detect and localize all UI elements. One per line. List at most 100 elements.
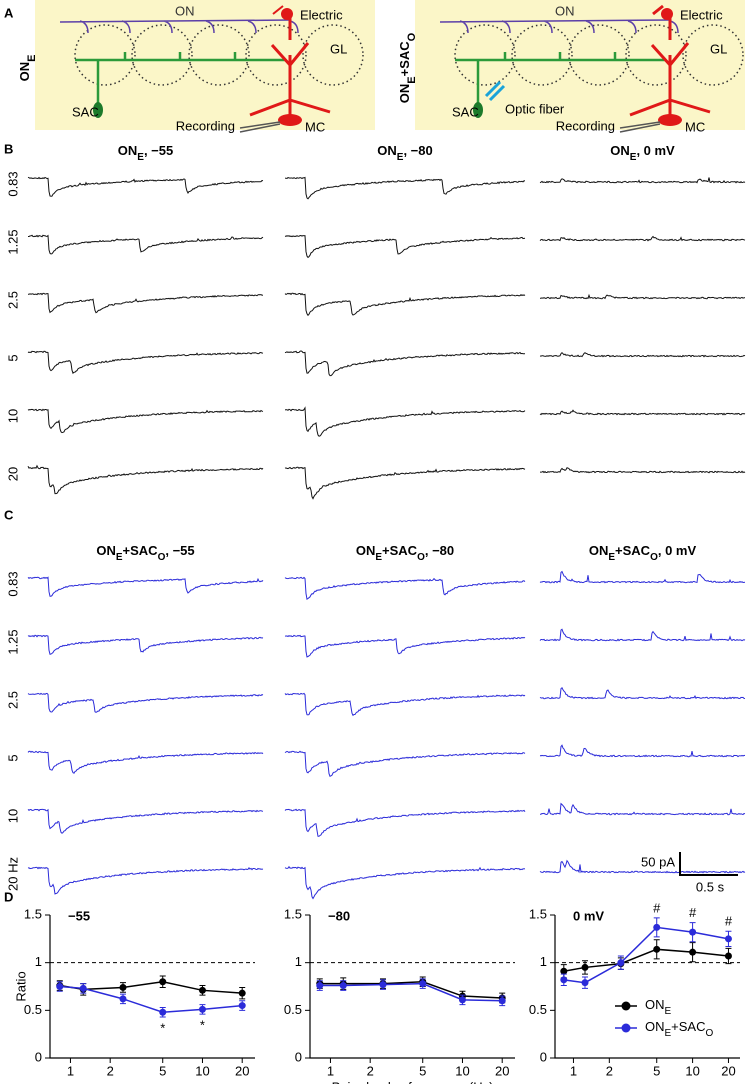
y-tick-label: 0 — [540, 1049, 547, 1064]
trace — [284, 865, 526, 900]
schematic-title-part: E — [26, 55, 38, 62]
series-line — [319, 980, 503, 999]
panel-label: A — [4, 5, 14, 20]
scale-label: 0.5 s — [696, 879, 725, 894]
point — [339, 982, 347, 990]
series-line — [59, 985, 243, 1013]
label: MC — [685, 119, 705, 134]
x-label: Paired-pulse frequency (Hz) — [332, 1079, 494, 1084]
on-axon — [59, 19, 299, 34]
trace-title-part: +SAC — [123, 543, 159, 558]
trace — [539, 351, 746, 358]
trace-title-part: O — [650, 552, 658, 563]
label: Electric — [680, 7, 723, 22]
x-tick-label: 20 — [495, 1063, 509, 1078]
trace — [284, 350, 526, 377]
trace — [284, 234, 526, 259]
electric-electrode — [272, 5, 284, 15]
trace-title-part: O — [158, 552, 166, 563]
schematic-title-part: +SAC — [397, 41, 412, 77]
point — [56, 983, 64, 990]
point — [560, 967, 568, 975]
trace — [539, 570, 746, 584]
trace-title-part: O — [417, 552, 425, 563]
series-line — [563, 948, 729, 972]
annotation: * — [160, 1020, 165, 1035]
trace — [284, 808, 526, 837]
sac-dendrite — [75, 52, 285, 105]
y-tick-label: 0 — [35, 1049, 42, 1064]
row-label: 1.25 — [5, 629, 20, 654]
x-tick-label: 1 — [67, 1063, 74, 1078]
chart-title: 0 mV — [573, 908, 604, 923]
trace-title: ONE, −55 — [118, 143, 173, 163]
point — [79, 984, 87, 992]
schematics: ON Electric GL SAC Recording MC ON Electric GL SA… — [59, 3, 744, 134]
trace — [284, 292, 526, 317]
x-tick-label: 20 — [235, 1063, 249, 1078]
y-tick-label: 0.5 — [529, 1002, 547, 1017]
scale-label: 50 pA — [641, 854, 675, 869]
trace-title-part: , 0 mV — [636, 143, 675, 158]
row-label: 5 — [5, 754, 20, 761]
point — [198, 1005, 206, 1013]
label: Electric — [300, 7, 343, 22]
legend-entry-part: ON — [645, 997, 665, 1012]
trace-title-part: E — [397, 152, 404, 163]
legend-entry-part: ON — [645, 1019, 665, 1034]
label: ON — [555, 3, 575, 18]
y-tick-label: 1 — [35, 954, 42, 969]
schematic-title: ONE — [17, 55, 37, 82]
label: GL — [710, 41, 727, 56]
trace — [284, 176, 526, 200]
mc — [249, 15, 331, 118]
trace-title-part: ON — [610, 143, 630, 158]
legend-marker — [621, 1023, 631, 1033]
point — [316, 982, 324, 990]
glomerulus — [625, 24, 687, 86]
trace — [284, 750, 526, 777]
point — [689, 928, 697, 936]
trace-title-part: ON — [377, 143, 397, 158]
recording-electrode — [239, 121, 281, 133]
trace-title-part: , −55 — [144, 143, 173, 158]
glomerulus — [511, 24, 573, 86]
y-tick-label: 0.5 — [284, 1002, 302, 1017]
label: MC — [305, 119, 325, 134]
scale-bar — [679, 852, 738, 876]
x-tick-label: 10 — [195, 1063, 209, 1078]
x-tick-label: 2 — [606, 1063, 613, 1078]
trace-title-part: E — [630, 152, 637, 163]
trace — [284, 576, 526, 601]
row-label: 20 — [5, 467, 20, 481]
x-tick-label: 1 — [327, 1063, 334, 1078]
chart-title: −80 — [328, 908, 350, 923]
trace-title-part: ON — [96, 543, 116, 558]
row-label: 20 Hz — [5, 857, 20, 891]
x-tick-label: 5 — [653, 1063, 660, 1078]
point — [617, 959, 625, 967]
point — [724, 952, 732, 960]
point — [198, 986, 206, 994]
point — [119, 983, 127, 991]
y-tick-label: 1.5 — [24, 906, 42, 921]
point — [159, 1008, 167, 1016]
trace — [539, 628, 746, 642]
trace — [284, 466, 526, 500]
trace-title-part: , −80 — [425, 543, 454, 558]
schematic-title-part: E — [406, 76, 418, 83]
legend-entry-part: E — [665, 1028, 672, 1039]
row-label: 0.83 — [5, 171, 20, 196]
point — [724, 935, 732, 943]
point — [581, 963, 589, 971]
trace — [539, 409, 746, 416]
point — [498, 997, 506, 1005]
label: Recording — [176, 118, 235, 133]
x-tick-label: 10 — [455, 1063, 469, 1078]
trace-title-part: , 0 mV — [658, 543, 697, 558]
electric-electrode — [652, 4, 664, 16]
row-label: 0.83 — [5, 571, 20, 596]
row-label: 5 — [5, 354, 20, 361]
legend-entry-part: +SAC — [671, 1019, 705, 1034]
